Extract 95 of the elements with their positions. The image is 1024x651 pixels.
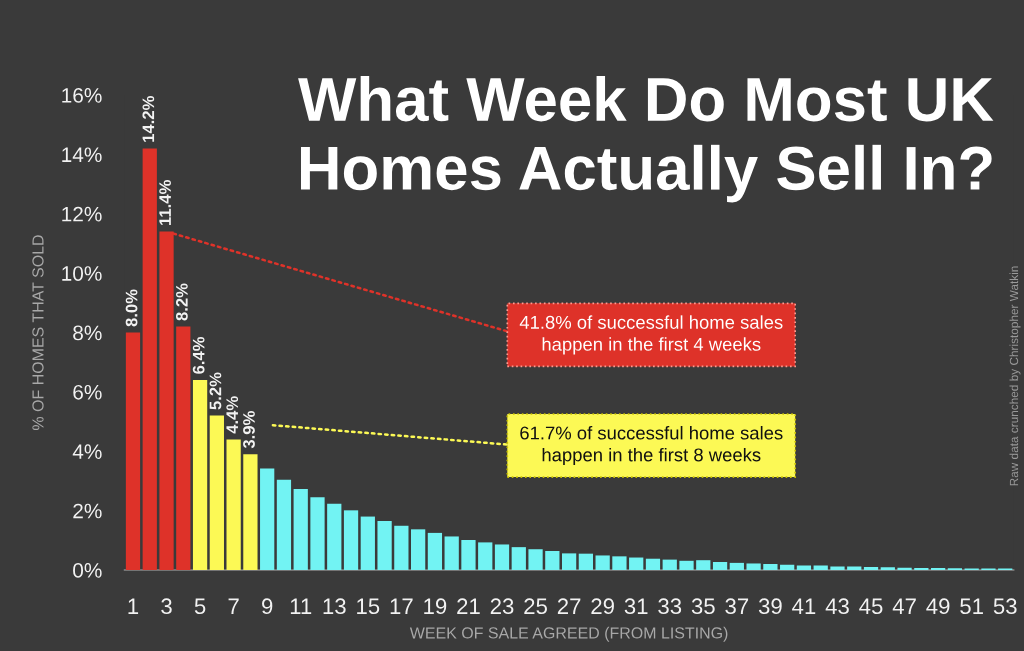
- x-tick-label: 17: [390, 598, 413, 614]
- bar: [746, 563, 761, 570]
- bar: [394, 525, 409, 570]
- x-tick-label: 49: [926, 598, 950, 615]
- bar: [612, 556, 627, 570]
- x-tick-label: 51: [960, 598, 983, 615]
- data-label: 8.0%: [125, 289, 138, 327]
- y-tick-label: 4%: [72, 444, 102, 459]
- x-tick-label: 41: [792, 598, 816, 614]
- bar: [176, 326, 191, 570]
- bar: [847, 566, 862, 570]
- bar: [226, 439, 241, 570]
- x-tick-label: 31: [624, 598, 648, 615]
- data-label: 14.2%: [142, 96, 155, 142]
- x-tick-label: 35: [691, 598, 715, 615]
- y-tick-label: 10%: [62, 266, 102, 281]
- data-label: 3.9%: [243, 411, 255, 449]
- annotation: 41.8% of successful home sales happen in the first 4 weeks: [519, 315, 783, 355]
- bar: [880, 567, 895, 570]
- bar: [377, 521, 392, 570]
- x-tick-label: 45: [859, 598, 883, 615]
- y-tick-label: 8%: [73, 325, 102, 341]
- x-tick-label: 3: [161, 598, 172, 615]
- chart-title: What Week Do Most UK Homes Actually Sell In?: [298, 76, 994, 203]
- x-tick-label: 15: [357, 598, 380, 615]
- data-label: 11.4%: [159, 180, 171, 225]
- x-tick-label: 5: [194, 598, 206, 615]
- bar: [360, 516, 375, 570]
- x-tick-label: 33: [658, 598, 682, 615]
- data-label: 4.4%: [226, 396, 239, 434]
- x-tick-label: 43: [825, 598, 849, 615]
- bar: [545, 551, 560, 570]
- data-label: 8.2%: [175, 283, 188, 321]
- bar: [780, 564, 795, 570]
- x-tick-label: 1: [128, 598, 139, 614]
- x-tick-label: 29: [591, 598, 614, 615]
- bar: [930, 567, 946, 570]
- bar: [243, 454, 258, 570]
- y-tick-label: 16%: [62, 88, 102, 103]
- data-label: 5.2%: [209, 372, 222, 410]
- x-tick-label: 25: [524, 598, 547, 615]
- bar: [696, 560, 711, 570]
- bar: [192, 380, 208, 570]
- bar: [427, 532, 443, 570]
- bar: [293, 488, 308, 570]
- data-label: 6.4%: [192, 336, 205, 374]
- bar: [411, 529, 426, 570]
- bar: [712, 561, 728, 570]
- bar: [125, 332, 141, 570]
- x-tick-label: 47: [892, 598, 916, 614]
- bar: [645, 558, 661, 570]
- y-tick-label: 14%: [62, 147, 102, 163]
- y-tick-label: 6%: [73, 384, 102, 400]
- bar: [142, 148, 157, 570]
- x-tick-label: 39: [758, 598, 782, 615]
- bar: [914, 567, 929, 570]
- bar: [478, 542, 493, 570]
- bar: [629, 557, 644, 570]
- y-tick-label: 12%: [62, 206, 102, 222]
- bar: [444, 536, 459, 570]
- bar: [511, 547, 526, 570]
- x-tick-label: 23: [490, 598, 514, 615]
- bar: [310, 497, 325, 570]
- x-tick-label: 9: [262, 598, 273, 615]
- bar: [276, 479, 292, 570]
- x-tick-label: 11: [290, 598, 312, 614]
- bar: [729, 562, 744, 570]
- bar: [679, 560, 694, 570]
- x-tick-label: 53: [993, 598, 1017, 615]
- bar: [528, 549, 543, 570]
- bar: [863, 567, 879, 570]
- bar: [662, 559, 677, 570]
- bar: [830, 566, 845, 570]
- annotation: 61.7% of successful home sales happen in the first 8 weeks: [520, 425, 783, 466]
- annotation: Raw data crunched by Christopher Watkin: [1009, 266, 1021, 486]
- x-tick-label: 13: [323, 598, 346, 615]
- bar: [461, 540, 476, 570]
- bar: [494, 544, 510, 570]
- x-tick-label: 37: [725, 598, 749, 615]
- bar: [209, 415, 224, 570]
- y-tick-label: 0%: [73, 563, 102, 578]
- y-axis-title: % OF HOMES THAT SOLD: [32, 235, 44, 431]
- x-tick-label: 19: [424, 598, 447, 615]
- bar: [327, 503, 342, 570]
- x-axis-title: WEEK OF SALE AGREED (FROM LISTING): [409, 626, 728, 642]
- y-tick-label: 2%: [73, 503, 102, 519]
- x-tick-label: 27: [557, 598, 581, 614]
- x-tick-label: 21: [457, 598, 480, 614]
- bar: [561, 553, 577, 570]
- bar: [595, 555, 610, 570]
- x-tick-label: 7: [228, 598, 239, 614]
- bar: [343, 510, 359, 570]
- bar: [260, 468, 275, 570]
- bar: [763, 564, 778, 570]
- bar: [578, 553, 593, 570]
